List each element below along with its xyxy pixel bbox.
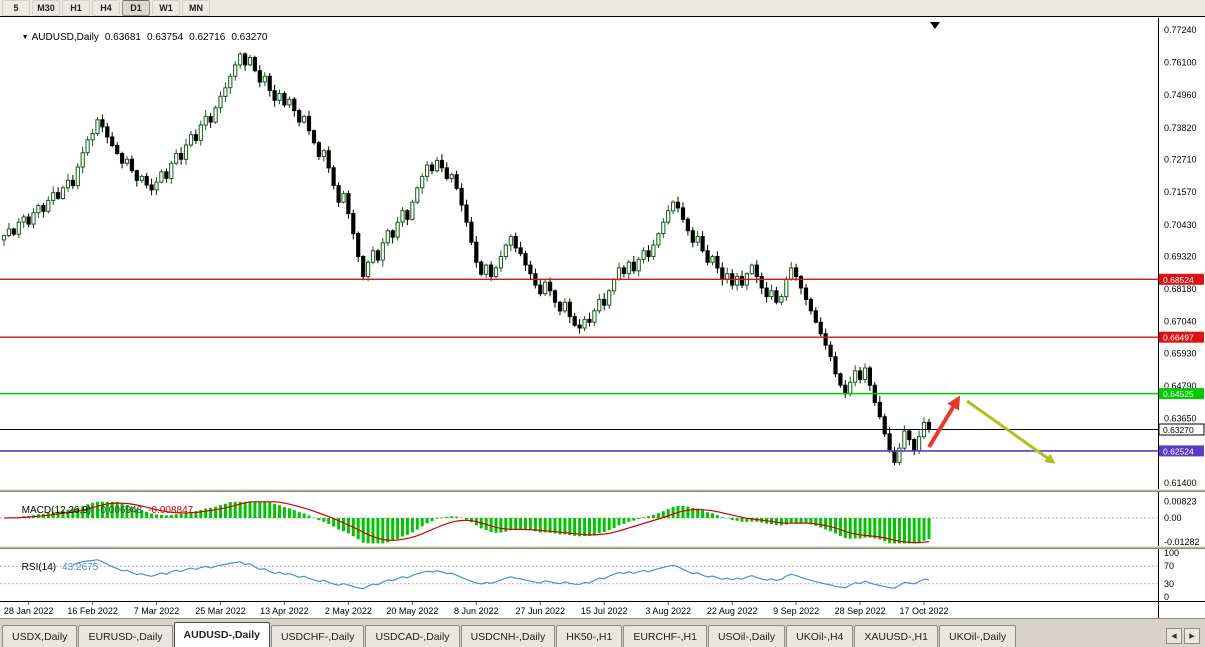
timeframe-button-mn[interactable]: MN: [182, 0, 210, 16]
rsi-line: [72, 559, 930, 590]
timeframe-button-h4[interactable]: H4: [92, 0, 120, 16]
timeframe-button-5[interactable]: 5: [2, 0, 30, 16]
date-label: 7 Mar 2022: [134, 606, 180, 616]
tab-usdcnh-daily[interactable]: USDCNH-,Daily: [460, 625, 556, 647]
rsi-header: RSI(14) 43.2675: [5, 551, 104, 584]
price-axis-label: 0.64790: [1164, 381, 1197, 391]
ohlc-low: 0.62716: [189, 32, 226, 43]
tab-hk50-h1[interactable]: HK50-,H1: [556, 625, 623, 647]
date-label: 25 Mar 2022: [195, 606, 246, 616]
price-tag-0.68524: 0.68524: [1159, 273, 1204, 285]
price-axis-label: 0.69320: [1164, 252, 1197, 262]
collapse-triangle-icon[interactable]: ▼: [21, 34, 29, 41]
macd-label: MACD(12,26,9): [21, 505, 92, 516]
candles-layer: [1, 52, 932, 466]
svg-text:0.62524: 0.62524: [1163, 446, 1194, 456]
chart-ohlc-header: ▼ AUDUSD,Daily 0.63681 0.63754 0.62716 0.6327…: [5, 21, 273, 54]
axis-divider: [0, 601, 1205, 602]
tab-scroll-right-button[interactable]: ▶: [1184, 628, 1200, 644]
timeframe-button-w1[interactable]: W1: [152, 0, 180, 16]
chart-shift-marker: [930, 22, 940, 29]
panel-separator[interactable]: [0, 546, 1205, 549]
timeframe-toolbar: 5 M30 H1 H4 D1 W1 MN: [0, 0, 1205, 17]
price-axis-label: 0.61400: [1164, 478, 1197, 488]
tab-xauusd-h1[interactable]: XAUUSD-,H1: [854, 625, 938, 647]
rsi-panel[interactable]: 100 70 30 0: [0, 549, 1205, 601]
price-axis-label: 0.67040: [1164, 317, 1197, 327]
date-label: 8 Jun 2022: [454, 606, 499, 616]
date-label: 16 Feb 2022: [67, 606, 118, 616]
chart-title: AUDUSD,Daily: [31, 32, 99, 43]
symbol-tabbar: USDX,Daily EURUSD-,Daily AUDUSD-,Daily USDC…: [0, 618, 1205, 647]
date-label: 13 Apr 2022: [260, 606, 309, 616]
svg-text:0.64525: 0.64525: [1163, 389, 1194, 399]
ohlc-close: 0.63270: [231, 32, 268, 43]
rsi-axis-label: 30: [1164, 579, 1174, 589]
panel-separator[interactable]: [0, 489, 1205, 492]
tab-scroll-left-button[interactable]: ◀: [1166, 628, 1182, 644]
rsi-axis-label: 70: [1164, 561, 1174, 571]
date-label: 20 May 2022: [386, 606, 438, 616]
tab-ukoil-h4[interactable]: UKOil-,H4: [786, 625, 854, 647]
olive-down-arrow[interactable]: [966, 399, 1056, 464]
rsi-axis-label: 0: [1164, 592, 1169, 601]
red-up-arrow[interactable]: [927, 395, 961, 449]
date-label: 28 Jan 2022: [4, 606, 54, 616]
price-axis-label: 0.74960: [1164, 90, 1197, 100]
macd-signal-value: -0.008847: [148, 505, 194, 516]
macd-axis-label: 0.00823: [1164, 497, 1197, 507]
date-label: 15 Jul 2022: [581, 606, 628, 616]
macd-axis-label: 0.00: [1164, 513, 1182, 523]
tab-usoil-daily[interactable]: USOil-,Daily: [707, 625, 786, 647]
date-label: 9 Sep 2022: [773, 606, 819, 616]
ohlc-high: 0.63754: [147, 32, 184, 43]
macd-main-value: -0.006948: [97, 505, 143, 516]
price-tag-0.62524: 0.62524: [1159, 445, 1204, 457]
price-axis-label: 0.77240: [1164, 25, 1197, 35]
tab-eurchf-h1[interactable]: EURCHF-,H1: [623, 625, 707, 647]
date-label: 3 Aug 2022: [645, 606, 691, 616]
date-label: 2 May 2022: [325, 606, 372, 616]
price-axis-label: 0.73820: [1164, 123, 1197, 133]
price-axis-label: 0.68180: [1164, 284, 1197, 294]
price-tag-0.66497: 0.66497: [1159, 331, 1204, 343]
macd-signal-line: [3, 501, 930, 544]
price-axis-label: 0.71570: [1164, 187, 1197, 197]
date-label: 22 Aug 2022: [707, 606, 758, 616]
tab-usdx-daily[interactable]: USDX,Daily: [2, 625, 78, 647]
price-tag-0.64525: 0.64525: [1159, 388, 1204, 400]
macd-header: MACD(12,26,9) -0.006948 -0.008847: [5, 494, 199, 527]
date-label: 27 Jun 2022: [516, 606, 566, 616]
rsi-label: RSI(14): [21, 562, 57, 573]
timeframe-button-h1[interactable]: H1: [62, 0, 90, 16]
tab-eurusd-daily[interactable]: EURUSD-,Daily: [78, 625, 173, 647]
date-label: 28 Sep 2022: [835, 606, 886, 616]
date-label: 17 Oct 2022: [899, 606, 948, 616]
svg-text:0.68524: 0.68524: [1163, 275, 1194, 285]
price-axis-label: 0.65930: [1164, 348, 1197, 358]
timeframe-button-d1[interactable]: D1: [122, 0, 150, 16]
price-axis-label: 0.70430: [1164, 220, 1197, 230]
svg-text:0.63270: 0.63270: [1163, 425, 1194, 435]
price-tag-0.63270: 0.63270: [1158, 423, 1205, 436]
ohlc-open: 0.63681: [104, 32, 141, 43]
tab-audusd-daily[interactable]: AUDUSD-,Daily: [173, 622, 270, 647]
macd-panel[interactable]: 0.00823 0.00 -0.01282: [0, 492, 1205, 546]
timeframe-button-m30[interactable]: M30: [32, 0, 60, 16]
price-axis-label: 0.63650: [1164, 414, 1197, 424]
tab-usdcad-daily[interactable]: USDCAD-,Daily: [365, 625, 460, 647]
price-chart-panel[interactable]: 0.77240 0.76100 0.74960 0.73820 0.72710 0.715…: [0, 18, 1205, 489]
price-axis-label: 0.76100: [1164, 58, 1197, 68]
tab-scroll-controls: ◀ ▶: [1163, 625, 1203, 647]
rsi-axis-label: 100: [1164, 549, 1179, 558]
time-axis[interactable]: 28 Jan 2022 16 Feb 2022 7 Mar 2022 25 Mar 2…: [0, 602, 1205, 618]
rsi-value: 43.2675: [62, 562, 99, 573]
macd-axis-label: -0.01282: [1164, 537, 1200, 546]
svg-text:0.66497: 0.66497: [1163, 333, 1194, 343]
chart-region: 0.77240 0.76100 0.74960 0.73820 0.72710 0.715…: [0, 17, 1205, 618]
tab-ukoil-daily[interactable]: UKOil-,Daily: [938, 625, 1017, 647]
tab-usdchf-daily[interactable]: USDCHF-,Daily: [270, 625, 365, 647]
price-axis-label: 0.72710: [1164, 155, 1197, 165]
